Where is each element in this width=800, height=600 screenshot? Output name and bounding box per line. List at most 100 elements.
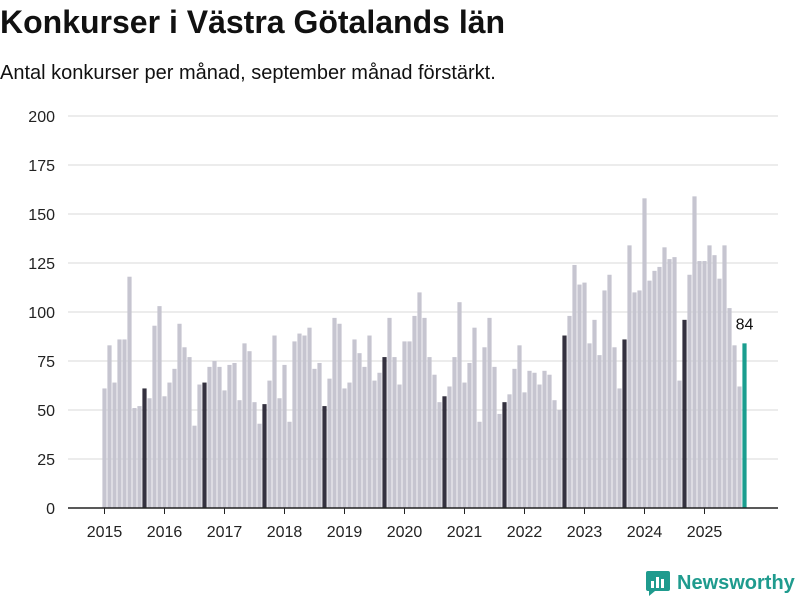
bar: [507, 394, 512, 508]
bar: [527, 370, 532, 508]
bar: [352, 339, 357, 508]
bar: [342, 388, 347, 508]
bar: [112, 382, 117, 508]
x-tick-label: 2021: [447, 524, 483, 541]
y-tick-label: 25: [37, 452, 55, 469]
bar: [597, 355, 602, 508]
bar: [137, 406, 142, 508]
bar: [227, 364, 232, 508]
bar: [717, 278, 722, 508]
bar: [642, 198, 647, 508]
bar: [162, 396, 167, 508]
bar: [577, 284, 582, 508]
chart-subtitle: Antal konkurser per månad, september mån…: [0, 62, 496, 84]
bar: [277, 398, 282, 508]
bar-september: [442, 396, 447, 508]
bar: [472, 327, 477, 508]
bar: [492, 366, 497, 508]
bar: [447, 386, 452, 508]
bar: [612, 347, 617, 508]
bar: [107, 345, 112, 508]
bar: [587, 343, 592, 508]
bar: [172, 368, 177, 508]
bar: [467, 362, 472, 508]
bar: [437, 402, 442, 508]
bar: [387, 317, 392, 508]
bar: [222, 390, 227, 508]
y-tick-label: 125: [28, 256, 55, 273]
bar: [252, 402, 257, 508]
y-tick-label: 200: [28, 109, 55, 126]
bar: [292, 341, 297, 508]
y-tick-label: 0: [46, 501, 55, 518]
bar: [132, 408, 137, 508]
bar: [547, 374, 552, 508]
bar: [312, 368, 317, 508]
bar: [422, 317, 427, 508]
bar: [652, 270, 657, 508]
bar-september: [142, 388, 147, 508]
bar: [567, 315, 572, 508]
bar: [217, 366, 222, 508]
bar: [347, 382, 352, 508]
bar-september: [682, 319, 687, 508]
bar: [537, 384, 542, 508]
bar: [727, 308, 732, 508]
y-tick-label: 50: [37, 403, 55, 420]
bar: [127, 276, 132, 508]
bar: [102, 388, 107, 508]
bar: [737, 386, 742, 508]
bar: [582, 282, 587, 508]
bar: [657, 266, 662, 508]
bar: [307, 327, 312, 508]
bar: [462, 382, 467, 508]
brand-name: Newsworthy: [677, 571, 795, 594]
bar: [247, 351, 252, 508]
bar: [712, 255, 717, 508]
bar: [542, 370, 547, 508]
bar: [402, 341, 407, 508]
bar: [697, 261, 702, 508]
bar: [272, 335, 277, 508]
bars: [102, 196, 747, 509]
bar-september: [322, 406, 327, 508]
bar: [407, 341, 412, 508]
bar: [122, 339, 127, 508]
bar: [417, 292, 422, 508]
bar: [702, 261, 707, 508]
bar: [722, 245, 727, 509]
bar: [267, 380, 272, 508]
bar: [117, 339, 122, 508]
bar: [647, 280, 652, 508]
bar: [377, 372, 382, 508]
bar: [282, 364, 287, 508]
x-tick-label: 2016: [147, 524, 183, 541]
bar: [602, 290, 607, 508]
bar: [332, 317, 337, 508]
bar: [327, 378, 332, 508]
bar: [317, 362, 322, 508]
bar: [337, 323, 342, 508]
bar: [197, 384, 202, 508]
y-tick-label: 75: [37, 354, 55, 371]
bar: [452, 357, 457, 508]
bar: [372, 380, 377, 508]
bar: [552, 400, 557, 508]
bar: [497, 413, 502, 508]
x-tick-label: 2015: [87, 524, 123, 541]
bar: [242, 343, 247, 508]
bar: [677, 380, 682, 508]
newsworthy-logo[interactable]: Newsworthy: [645, 569, 795, 597]
y-tick-label: 100: [28, 305, 55, 322]
bar: [512, 368, 517, 508]
bar: [362, 366, 367, 508]
bar: [232, 362, 237, 508]
bar: [632, 292, 637, 508]
bar: [692, 196, 697, 509]
x-tick-label: 2017: [207, 524, 243, 541]
bar: [157, 306, 162, 508]
bar: [147, 398, 152, 508]
x-tick-label: 2023: [567, 524, 603, 541]
bar: [237, 400, 242, 508]
bar: [302, 335, 307, 508]
